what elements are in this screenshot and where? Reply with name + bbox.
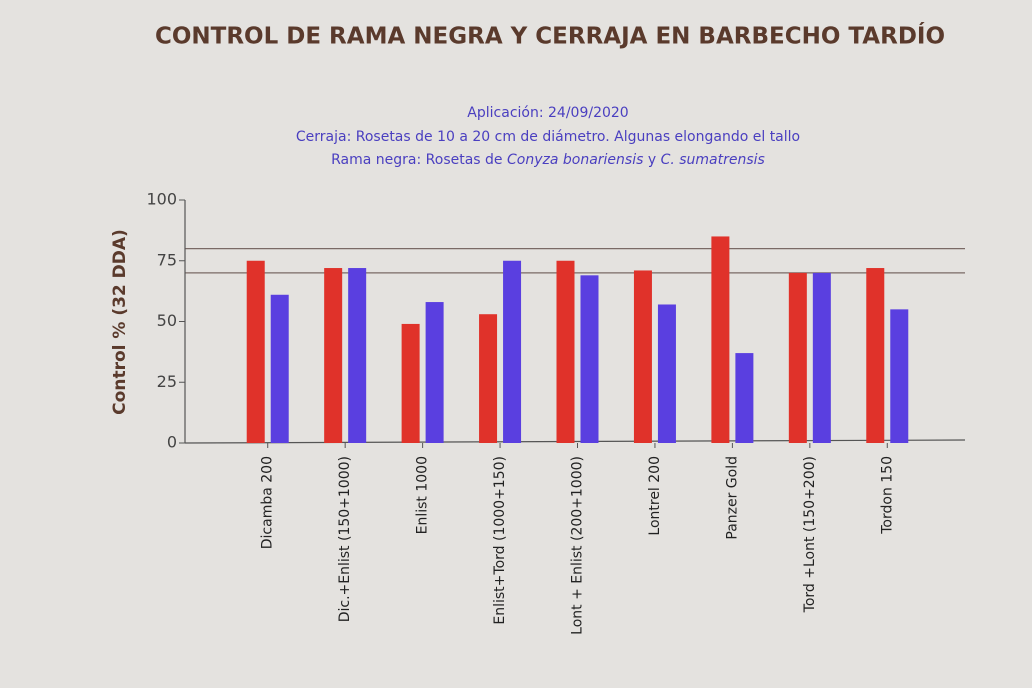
subtitle-part: C. sumatrensis <box>661 152 765 168</box>
bar <box>788 272 807 443</box>
subtitle: Rama negra: Rosetas de Conyza bonariensi… <box>331 152 765 168</box>
bar <box>633 270 652 443</box>
bar <box>711 236 730 443</box>
x-tick-label: Enlist+Tord (1000+150) <box>492 456 508 625</box>
bar <box>812 272 831 443</box>
bar <box>348 268 367 443</box>
bar <box>270 294 289 443</box>
x-tick-label: Tord +Lont (150+200) <box>802 456 818 613</box>
x-tick-label: Lont + Enlist (200+1000) <box>570 456 586 635</box>
bar <box>556 260 575 443</box>
y-tick-label: 100 <box>146 190 177 209</box>
y-tick-label: 50 <box>157 311 177 330</box>
subtitle: Cerraja: Rosetas de 10 a 20 cm de diámet… <box>296 129 800 145</box>
bar <box>735 353 754 443</box>
bar <box>890 309 909 443</box>
bar <box>246 260 265 443</box>
bar <box>657 304 676 443</box>
y-axis-label: Control % (32 DDA) <box>110 229 130 415</box>
subtitle-part: Rama negra: Rosetas de <box>331 152 507 168</box>
subtitle-part: y <box>643 152 660 168</box>
bar <box>866 268 885 443</box>
x-tick-label: Lontrel 200 <box>647 456 663 536</box>
chart-title: CONTROL DE RAMA NEGRA Y CERRAJA EN BARBE… <box>155 22 945 50</box>
bar <box>401 323 420 443</box>
x-tick-label: Dicamba 200 <box>260 456 276 549</box>
subtitle: Aplicación: 24/09/2020 <box>467 105 628 121</box>
bar <box>425 302 444 443</box>
y-tick-label: 0 <box>167 433 177 452</box>
bar <box>503 260 522 443</box>
bar <box>580 275 599 443</box>
x-tick-label: Enlist 1000 <box>415 456 431 534</box>
x-tick-label: Dic.+Enlist (150+1000) <box>337 456 353 622</box>
subtitle-part: Conyza bonariensis <box>507 152 643 168</box>
x-axis <box>184 439 966 444</box>
y-tick-label: 75 <box>157 250 177 269</box>
bar <box>324 268 343 443</box>
x-tick-label: Tordon 150 <box>879 456 895 535</box>
x-tick-label: Panzer Gold <box>724 456 740 540</box>
y-tick-label: 25 <box>157 372 177 391</box>
bar <box>479 314 498 443</box>
